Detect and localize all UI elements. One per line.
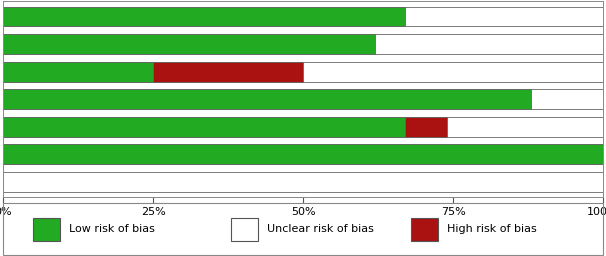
Bar: [3, 34, 375, 54]
FancyBboxPatch shape: [33, 218, 60, 241]
Text: High risk of bias: High risk of bias: [447, 224, 537, 234]
Bar: [3, 34, 603, 54]
Bar: [3, 172, 603, 192]
FancyBboxPatch shape: [411, 218, 438, 241]
Bar: [3, 117, 603, 137]
Bar: [3, 62, 153, 81]
FancyBboxPatch shape: [231, 218, 258, 241]
Bar: [153, 62, 303, 81]
Bar: [3, 117, 405, 137]
Bar: [3, 89, 531, 109]
Bar: [3, 6, 603, 26]
Bar: [405, 117, 447, 137]
Bar: [3, 89, 603, 109]
Bar: [3, 144, 603, 164]
Bar: [3, 62, 603, 81]
Text: Low risk of bias: Low risk of bias: [69, 224, 155, 234]
Bar: [3, 144, 603, 164]
Text: Unclear risk of bias: Unclear risk of bias: [267, 224, 374, 234]
Bar: [3, 6, 405, 26]
